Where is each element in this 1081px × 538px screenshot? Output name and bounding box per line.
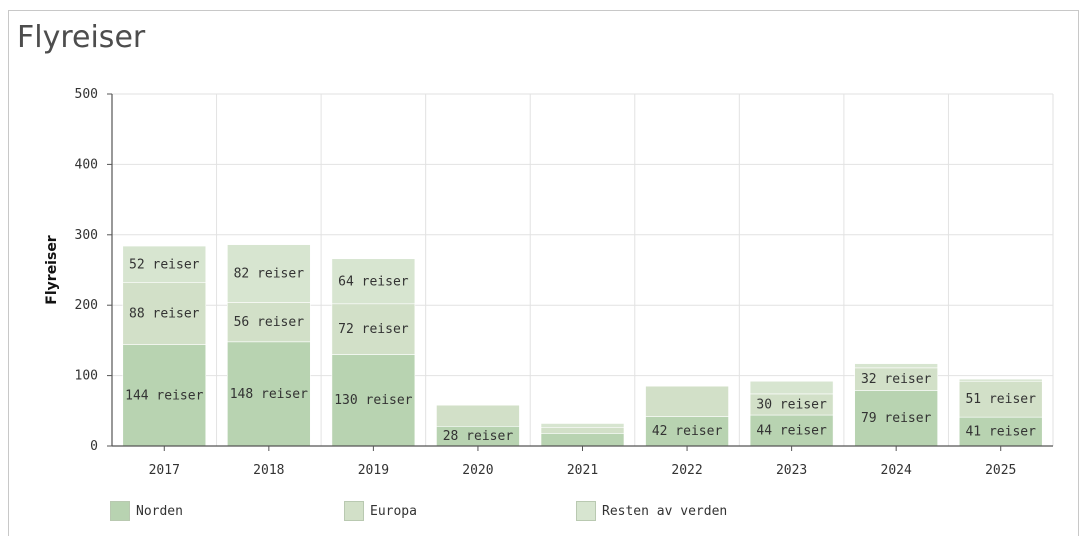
y-tick-label: 200 (75, 298, 98, 313)
bar-segment (122, 245, 207, 283)
x-tick-label: 2018 (253, 463, 284, 478)
bar-segment (331, 303, 416, 355)
data-label: 88 reiser (129, 307, 200, 322)
bar-segment (227, 341, 311, 447)
y-tick-label: 300 (75, 228, 98, 243)
data-label: 64 reiser (338, 274, 409, 289)
bar-segment (227, 302, 311, 343)
bar-segment (122, 282, 207, 345)
bar-segment (854, 390, 938, 447)
data-label: 52 reiser (129, 257, 200, 272)
legend-label-norden: Norden (136, 503, 183, 519)
data-label: 130 reiser (334, 393, 412, 408)
x-tick-label: 2017 (149, 463, 180, 478)
y-tick-label: 400 (75, 157, 98, 172)
legend-swatch-norden (110, 501, 130, 521)
y-tick-label: 500 (75, 87, 98, 102)
bar-segment (540, 433, 625, 447)
x-tick-label: 2020 (462, 463, 493, 478)
x-tick-label: 2024 (881, 463, 912, 478)
bar-segment (958, 416, 1043, 447)
y-axis-title: Flyreiser (44, 235, 60, 305)
data-label: 56 reiser (234, 315, 305, 330)
data-label: 148 reiser (230, 387, 308, 402)
legend-label-resten: Resten av verden (602, 503, 728, 519)
x-tick-label: 2023 (776, 463, 807, 478)
legend-item-norden[interactable]: Norden (110, 500, 183, 522)
bar-segment (749, 380, 834, 395)
bar-segment (645, 385, 729, 417)
data-label: 41 reiser (965, 425, 1036, 440)
data-label: 82 reiser (234, 267, 305, 282)
legend-item-resten[interactable]: Resten av verden (576, 500, 727, 522)
legend-label-europa: Europa (370, 503, 417, 519)
data-label: 79 reiser (861, 411, 932, 426)
bar-segment (540, 423, 625, 428)
legend-swatch-europa (344, 501, 364, 521)
bar-segment (958, 378, 1043, 382)
y-tick-label: 100 (75, 369, 98, 384)
x-tick-label: 2019 (358, 463, 389, 478)
bar-segment (749, 414, 834, 447)
chart-title: Flyreiser (17, 20, 146, 55)
bar-segment (331, 258, 416, 305)
bar-segment (331, 354, 416, 447)
bar-segment (436, 404, 520, 427)
legend-swatch-resten (576, 501, 596, 521)
bar-segment (122, 344, 207, 447)
bar-segment (854, 363, 938, 369)
chart-panel (8, 10, 1079, 536)
data-label: 51 reiser (965, 392, 1036, 407)
y-tick-label: 0 (90, 439, 98, 454)
x-tick-label: 2021 (567, 463, 598, 478)
data-label: 42 reiser (652, 424, 723, 439)
x-tick-label: 2022 (671, 463, 702, 478)
data-label: 44 reiser (756, 424, 827, 439)
data-label: 28 reiser (443, 429, 514, 444)
x-tick-label: 2025 (985, 463, 1016, 478)
bar-segment (540, 427, 625, 434)
data-label: 72 reiser (338, 322, 409, 337)
data-label: 144 reiser (125, 388, 203, 403)
legend-item-europa[interactable]: Europa (344, 500, 417, 522)
bar-segment (227, 244, 311, 303)
data-label: 32 reiser (861, 372, 932, 387)
data-label: 30 reiser (756, 397, 827, 412)
